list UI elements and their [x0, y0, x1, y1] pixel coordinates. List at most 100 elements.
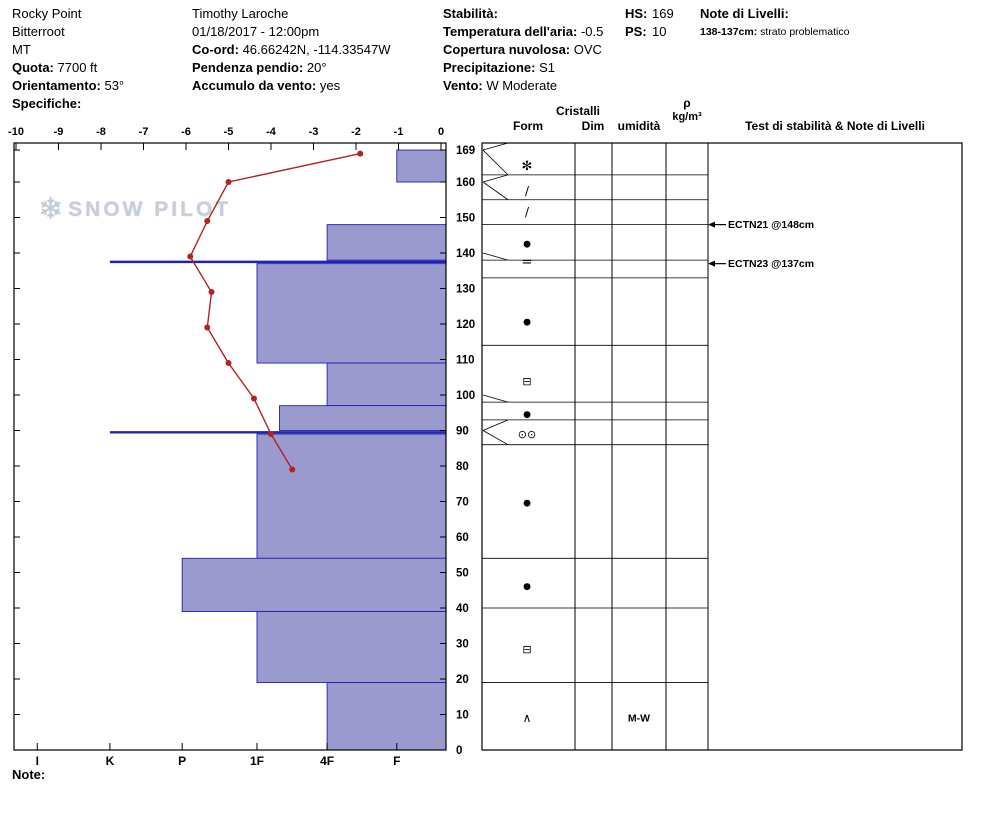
moisture-value: M-W: [628, 713, 650, 725]
temp-axis-label: -6: [181, 126, 191, 138]
depth-axis-label: 20: [456, 674, 469, 686]
depth-axis-label: 10: [456, 710, 469, 722]
depth-leader-line: [482, 419, 509, 431]
hardness-bar: [181, 557, 447, 612]
depth-leader-line: [482, 394, 509, 403]
crystal-symbol: ✻: [522, 159, 533, 174]
hardness-bar: [326, 682, 447, 751]
form-column-header: Form: [513, 119, 543, 133]
depth-leader-line: [482, 181, 509, 201]
aspect-label: Orientamento:: [12, 78, 101, 93]
temp-axis-label: -7: [139, 126, 149, 138]
crystals-header: Cristalli: [555, 104, 601, 118]
layer-note-range: 138-137cm:: [700, 26, 758, 38]
depth-leader-line: [482, 252, 509, 261]
air-temp-row: Temperatura dell'aria: -0.5: [443, 23, 603, 41]
depth-axis-label: 50: [456, 568, 469, 580]
temperature-point: [268, 431, 274, 438]
test-label: ECTN21 @148cm: [728, 219, 814, 231]
temperature-point: [204, 218, 211, 225]
crystal-symbol: ⊟: [522, 643, 531, 656]
crystal-symbol: ⊙⊙: [518, 428, 536, 441]
crystal-symbol: ●: [523, 317, 531, 327]
precip-value: S1: [539, 60, 555, 75]
temp-axis-label: -5: [224, 126, 234, 138]
depth-axis-label: 160: [456, 177, 475, 189]
test-arrow-head: [708, 221, 715, 228]
crystal-symbol: ●: [523, 239, 531, 249]
depth-axis-label: 100: [456, 390, 475, 402]
depth-axis-label: 40: [456, 603, 469, 615]
header-layer-notes-column: Note di Livelli: 138-137cm: strato probl…: [700, 5, 849, 41]
hardness-axis-label: 4F: [320, 754, 334, 768]
temperature-line: [189, 152, 361, 470]
hardness-axis-label: P: [178, 754, 186, 768]
coord-label: Co-ord:: [192, 42, 239, 57]
header-observer-column: Timothy Laroche 01/18/2017 - 12:00pm Co-…: [192, 5, 390, 95]
snowpilot-watermark: ❄ SNOW PILOT: [38, 192, 231, 227]
temp-axis-label: -9: [54, 126, 64, 138]
hardness-bar: [326, 362, 447, 407]
layer-notes-title-text: Note di Livelli:: [700, 6, 789, 21]
site-name: Rocky Point: [12, 6, 82, 21]
temperature-point: [225, 360, 232, 367]
depth-axis-label: 30: [456, 639, 469, 651]
hardness-axis-label: I: [36, 754, 39, 768]
temperature-point: [289, 466, 296, 473]
aspect-value: 53°: [104, 78, 125, 93]
sky-row: Copertura nuvolosa: OVC: [443, 41, 603, 59]
temp-axis-label: -3: [309, 126, 319, 138]
density-units-header: kg/m³: [672, 111, 702, 123]
wind-value: W Moderate: [486, 78, 558, 93]
hs-value: 169: [652, 6, 674, 21]
observation-datetime: 01/18/2017 - 12:00pm: [192, 24, 320, 39]
temperature-point: [187, 253, 194, 260]
hardness-axis-label: F: [393, 754, 400, 768]
specifics-label: Specifiche:: [12, 96, 82, 111]
temperature-point: [208, 289, 215, 296]
note-label: Note:: [12, 767, 46, 782]
ps-label: PS:: [625, 24, 647, 39]
temp-axis-label: -2: [351, 126, 361, 138]
depth-axis-label: 0: [456, 745, 462, 757]
depth-leader-line: [482, 149, 509, 176]
hardness-axis-label: K: [106, 754, 115, 768]
elevation-label: Quota:: [12, 60, 54, 75]
depth-leader-line: [482, 430, 509, 446]
ps-row: PS: 10: [625, 23, 674, 41]
sky-value: OVC: [573, 42, 602, 57]
sky-label: Copertura nuvolosa:: [443, 42, 571, 57]
temperature-point: [204, 324, 211, 331]
temperature-point: [251, 395, 257, 402]
site-range: Bitterroot: [12, 24, 65, 39]
wind-row: Vento: W Moderate: [443, 77, 603, 95]
hardness-bar: [256, 611, 447, 683]
crystal-symbol: ∧: [523, 711, 532, 725]
depth-leader-line: [482, 142, 509, 151]
slope-row: Pendenza pendio: 20°: [192, 59, 390, 77]
depth-leader-line: [482, 174, 509, 183]
depth-axis-label: 70: [456, 497, 469, 509]
temp-axis-label: -4: [266, 126, 277, 138]
crystal-symbol: =: [522, 255, 533, 270]
header-site-column: Rocky Point Bitterroot MT Quota: 7700 ft…: [12, 5, 124, 113]
temperature-point: [225, 179, 232, 185]
depth-axis-label: 110: [456, 355, 475, 367]
site-elevation-row: Quota: 7700 ft: [12, 59, 124, 77]
hs-label: HS:: [625, 6, 648, 21]
depth-axis-label: 80: [456, 461, 469, 473]
profile-frame: [13, 142, 447, 751]
crystal-symbol: ●: [523, 410, 531, 420]
crystal-symbol: /: [525, 205, 530, 219]
test-label: ECTN23 @137cm: [728, 258, 814, 270]
slope-label: Pendenza pendio:: [192, 60, 304, 75]
temp-axis-label: -8: [96, 126, 106, 138]
temp-axis-label: -10: [8, 126, 24, 138]
temperature-point: [357, 150, 364, 157]
crystal-symbol: ⊟: [522, 375, 531, 388]
stability-label: Stabilità:: [443, 6, 498, 21]
air-temp-label: Temperatura dell'aria:: [443, 24, 578, 39]
hardness-bar: [256, 263, 447, 364]
density-symbol-header: ρ: [683, 96, 691, 110]
